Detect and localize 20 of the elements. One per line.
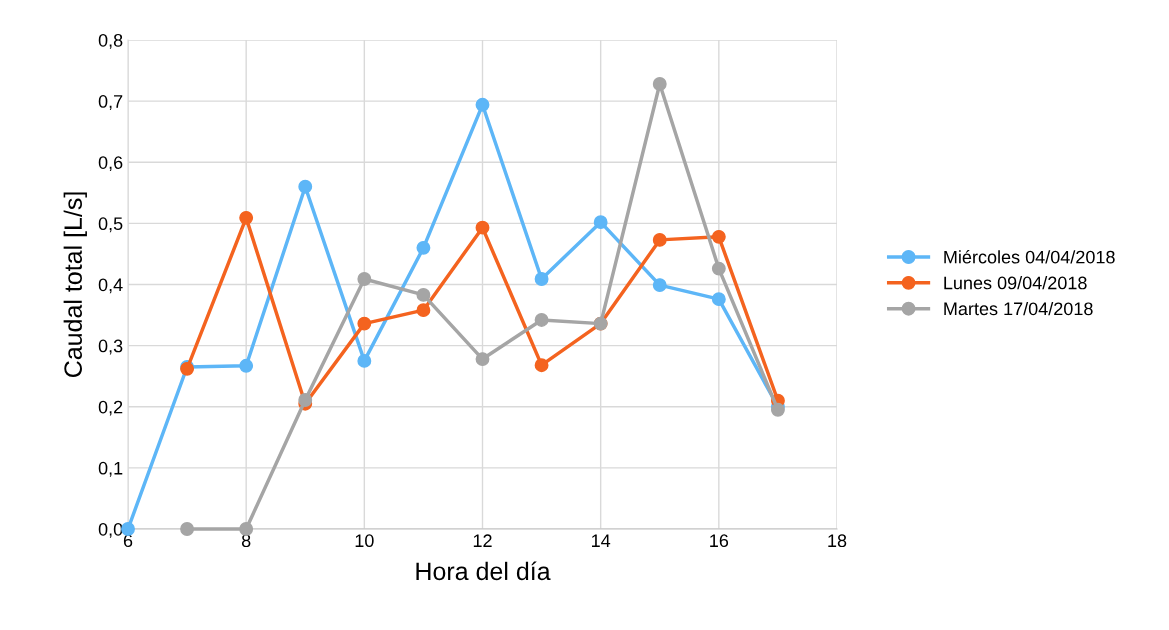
y-tick-label: 0,0 [98, 522, 123, 538]
y-tick-label: 0,2 [98, 400, 123, 416]
y-tick-label: 0,6 [98, 156, 123, 172]
y-axis-title: Caudal total [L/s] [63, 192, 87, 378]
legend-label: Lunes 09/04/2018 [944, 276, 1087, 290]
x-tick-label: 6 [123, 534, 133, 548]
y-tick-label: 0,7 [98, 95, 123, 110]
y-tick-label: 0,5 [98, 217, 123, 233]
x-tick-label: 12 [473, 534, 492, 547]
x-tick-label: 10 [355, 534, 374, 548]
y-tick-label: 0,4 [98, 278, 123, 294]
x-axis-title: Hora del día [416, 561, 551, 581]
y-tick-label: 0,1 [98, 461, 123, 477]
legend-label: Miércoles 04/04/2018 [944, 250, 1115, 264]
y-tick-label: 0,3 [98, 339, 123, 355]
x-tick-label: 18 [828, 534, 847, 548]
x-tick-label: 14 [592, 534, 611, 547]
legend-label: Martes 17/04/2018 [944, 301, 1093, 316]
x-tick-label: 16 [710, 534, 729, 548]
y-tick-label: 0,8 [98, 33, 123, 49]
